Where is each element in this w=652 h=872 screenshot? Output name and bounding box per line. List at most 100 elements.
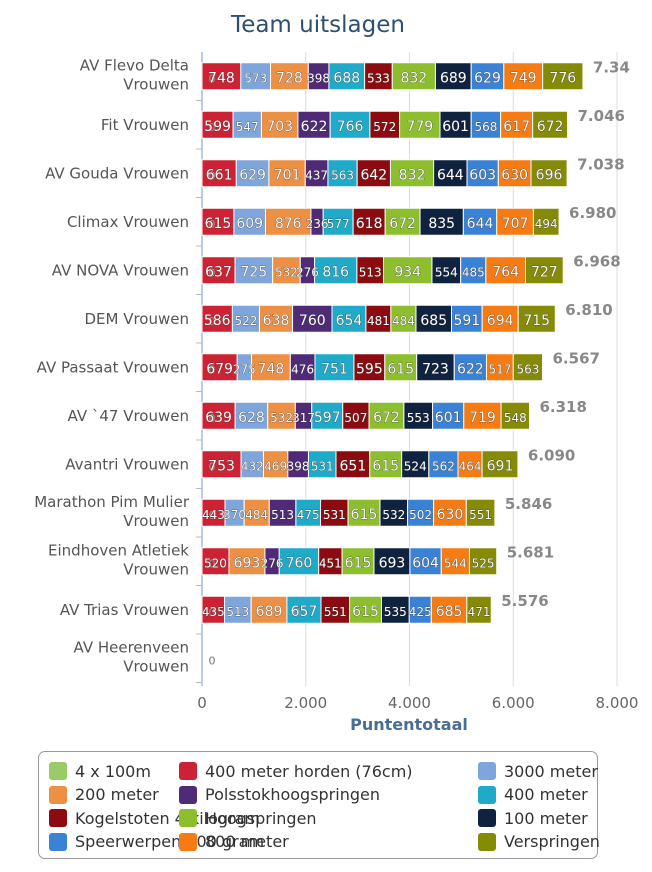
legend-item[interactable]: Kogelstoten 4 kilogram: [49, 807, 260, 829]
bar-segment[interactable]: [331, 304, 367, 333]
bar-segment[interactable]: [320, 595, 351, 624]
bar-segment[interactable]: [470, 62, 505, 91]
bar-segment[interactable]: [228, 547, 266, 576]
bar-segment[interactable]: [462, 207, 498, 236]
bar-segment[interactable]: [433, 159, 468, 188]
bar-segment[interactable]: [352, 207, 386, 236]
bar-segment[interactable]: [342, 401, 370, 430]
bar-segment[interactable]: [439, 110, 472, 139]
bar-segment[interactable]: [268, 498, 297, 527]
bar-segment[interactable]: [224, 595, 252, 624]
bar-segment[interactable]: [391, 62, 436, 91]
bar-segment[interactable]: [512, 353, 544, 382]
bar-segment[interactable]: [481, 450, 519, 479]
bar-segment[interactable]: [497, 159, 532, 188]
bar-segment[interactable]: [268, 159, 306, 188]
bar-segment[interactable]: [432, 401, 465, 430]
bar-segment[interactable]: [453, 353, 487, 382]
bar-segment[interactable]: [311, 401, 344, 430]
bar-segment[interactable]: [433, 498, 467, 527]
bar-segment[interactable]: [434, 62, 472, 91]
legend-item[interactable]: Speerwerpen 600 gram: [49, 831, 264, 853]
bar-segment[interactable]: [356, 159, 391, 188]
bar-segment[interactable]: [407, 498, 435, 527]
bar-segment[interactable]: [401, 450, 430, 479]
bar-segment[interactable]: [465, 498, 496, 527]
bar-segment[interactable]: [524, 256, 564, 285]
bar-segment[interactable]: [250, 595, 288, 624]
bar-segment[interactable]: [353, 353, 386, 382]
bar-segment[interactable]: [262, 450, 289, 479]
x-tick-label: 4.000: [388, 694, 431, 712]
bar-segment[interactable]: [380, 595, 410, 624]
bar-segment[interactable]: [267, 401, 296, 430]
bar-segment[interactable]: [379, 498, 409, 527]
bar-segment[interactable]: [335, 450, 371, 479]
bar-segment[interactable]: [235, 159, 270, 188]
legend-item[interactable]: 100 meter: [478, 807, 588, 829]
bar-segment[interactable]: [356, 256, 385, 285]
bar-segment[interactable]: [292, 304, 333, 333]
legend-item[interactable]: 3000 meter: [478, 760, 598, 782]
bar-segment[interactable]: [496, 207, 534, 236]
bar-segment[interactable]: [232, 110, 262, 139]
bar-segment[interactable]: [233, 207, 266, 236]
bar-segment[interactable]: [542, 62, 584, 91]
bar-segment[interactable]: [297, 110, 331, 139]
bar-segment[interactable]: [463, 401, 502, 430]
legend-item[interactable]: 800 meter: [179, 831, 289, 853]
bar-segment[interactable]: [201, 207, 235, 236]
bar-segment[interactable]: [485, 256, 526, 285]
bar-segment[interactable]: [286, 595, 322, 624]
bar-segment[interactable]: [369, 110, 401, 139]
bar-segment[interactable]: [347, 498, 381, 527]
category-label: AV Gouda Vrouwen: [45, 164, 189, 182]
bar-segment[interactable]: [403, 401, 434, 430]
bar-segment[interactable]: [328, 62, 366, 91]
bar-segment[interactable]: [500, 401, 530, 430]
bar-segment[interactable]: [415, 304, 453, 333]
bar-segment[interactable]: [409, 547, 442, 576]
bar-segment[interactable]: [466, 595, 492, 624]
bar-segment[interactable]: [369, 450, 403, 479]
bar-segment[interactable]: [201, 62, 242, 91]
data-label: 751: [321, 361, 348, 377]
bar-segment[interactable]: [532, 110, 569, 139]
bar-segment[interactable]: [451, 304, 483, 333]
bar-segment[interactable]: [428, 450, 459, 479]
bar-segment[interactable]: [530, 159, 568, 188]
bar-segment[interactable]: [329, 110, 371, 139]
bar-segment[interactable]: [320, 498, 349, 527]
bar-segment[interactable]: [384, 353, 418, 382]
legend-item[interactable]: Verspringen: [478, 831, 600, 853]
bar-segment[interactable]: [201, 159, 237, 188]
bar-segment[interactable]: [250, 353, 291, 382]
bar-segment[interactable]: [468, 547, 498, 576]
legend-item[interactable]: 4 x 100m: [49, 760, 151, 782]
bar-segment[interactable]: [430, 595, 468, 624]
bar-segment[interactable]: [384, 207, 421, 236]
legend-item[interactable]: Hoogspringen: [179, 807, 317, 829]
bar-segment[interactable]: [314, 256, 358, 285]
legend-item[interactable]: Polsstokhoogspringen: [179, 784, 380, 806]
bar-segment[interactable]: [517, 304, 556, 333]
bar-segment[interactable]: [416, 353, 455, 382]
bar-segment[interactable]: [440, 547, 470, 576]
legend-item[interactable]: 400 meter: [478, 784, 588, 806]
bar-segment[interactable]: [289, 353, 316, 382]
bar-segment[interactable]: [373, 547, 411, 576]
bar-segment[interactable]: [503, 62, 544, 91]
bar-segment[interactable]: [383, 256, 433, 285]
bar-segment[interactable]: [341, 547, 375, 576]
bar-segment[interactable]: [532, 207, 560, 236]
bar-segment[interactable]: [243, 498, 270, 527]
bar-segment[interactable]: [234, 401, 269, 430]
bar-segment[interactable]: [481, 304, 519, 333]
bar-segment[interactable]: [431, 256, 462, 285]
legend-item[interactable]: 400 meter horden (76cm): [179, 760, 413, 782]
legend-item[interactable]: 200 meter: [49, 784, 159, 806]
bar-segment[interactable]: [485, 353, 514, 382]
data-label: 0: [209, 654, 216, 667]
bar-segment[interactable]: [231, 304, 260, 333]
bar-segment[interactable]: [201, 450, 242, 479]
